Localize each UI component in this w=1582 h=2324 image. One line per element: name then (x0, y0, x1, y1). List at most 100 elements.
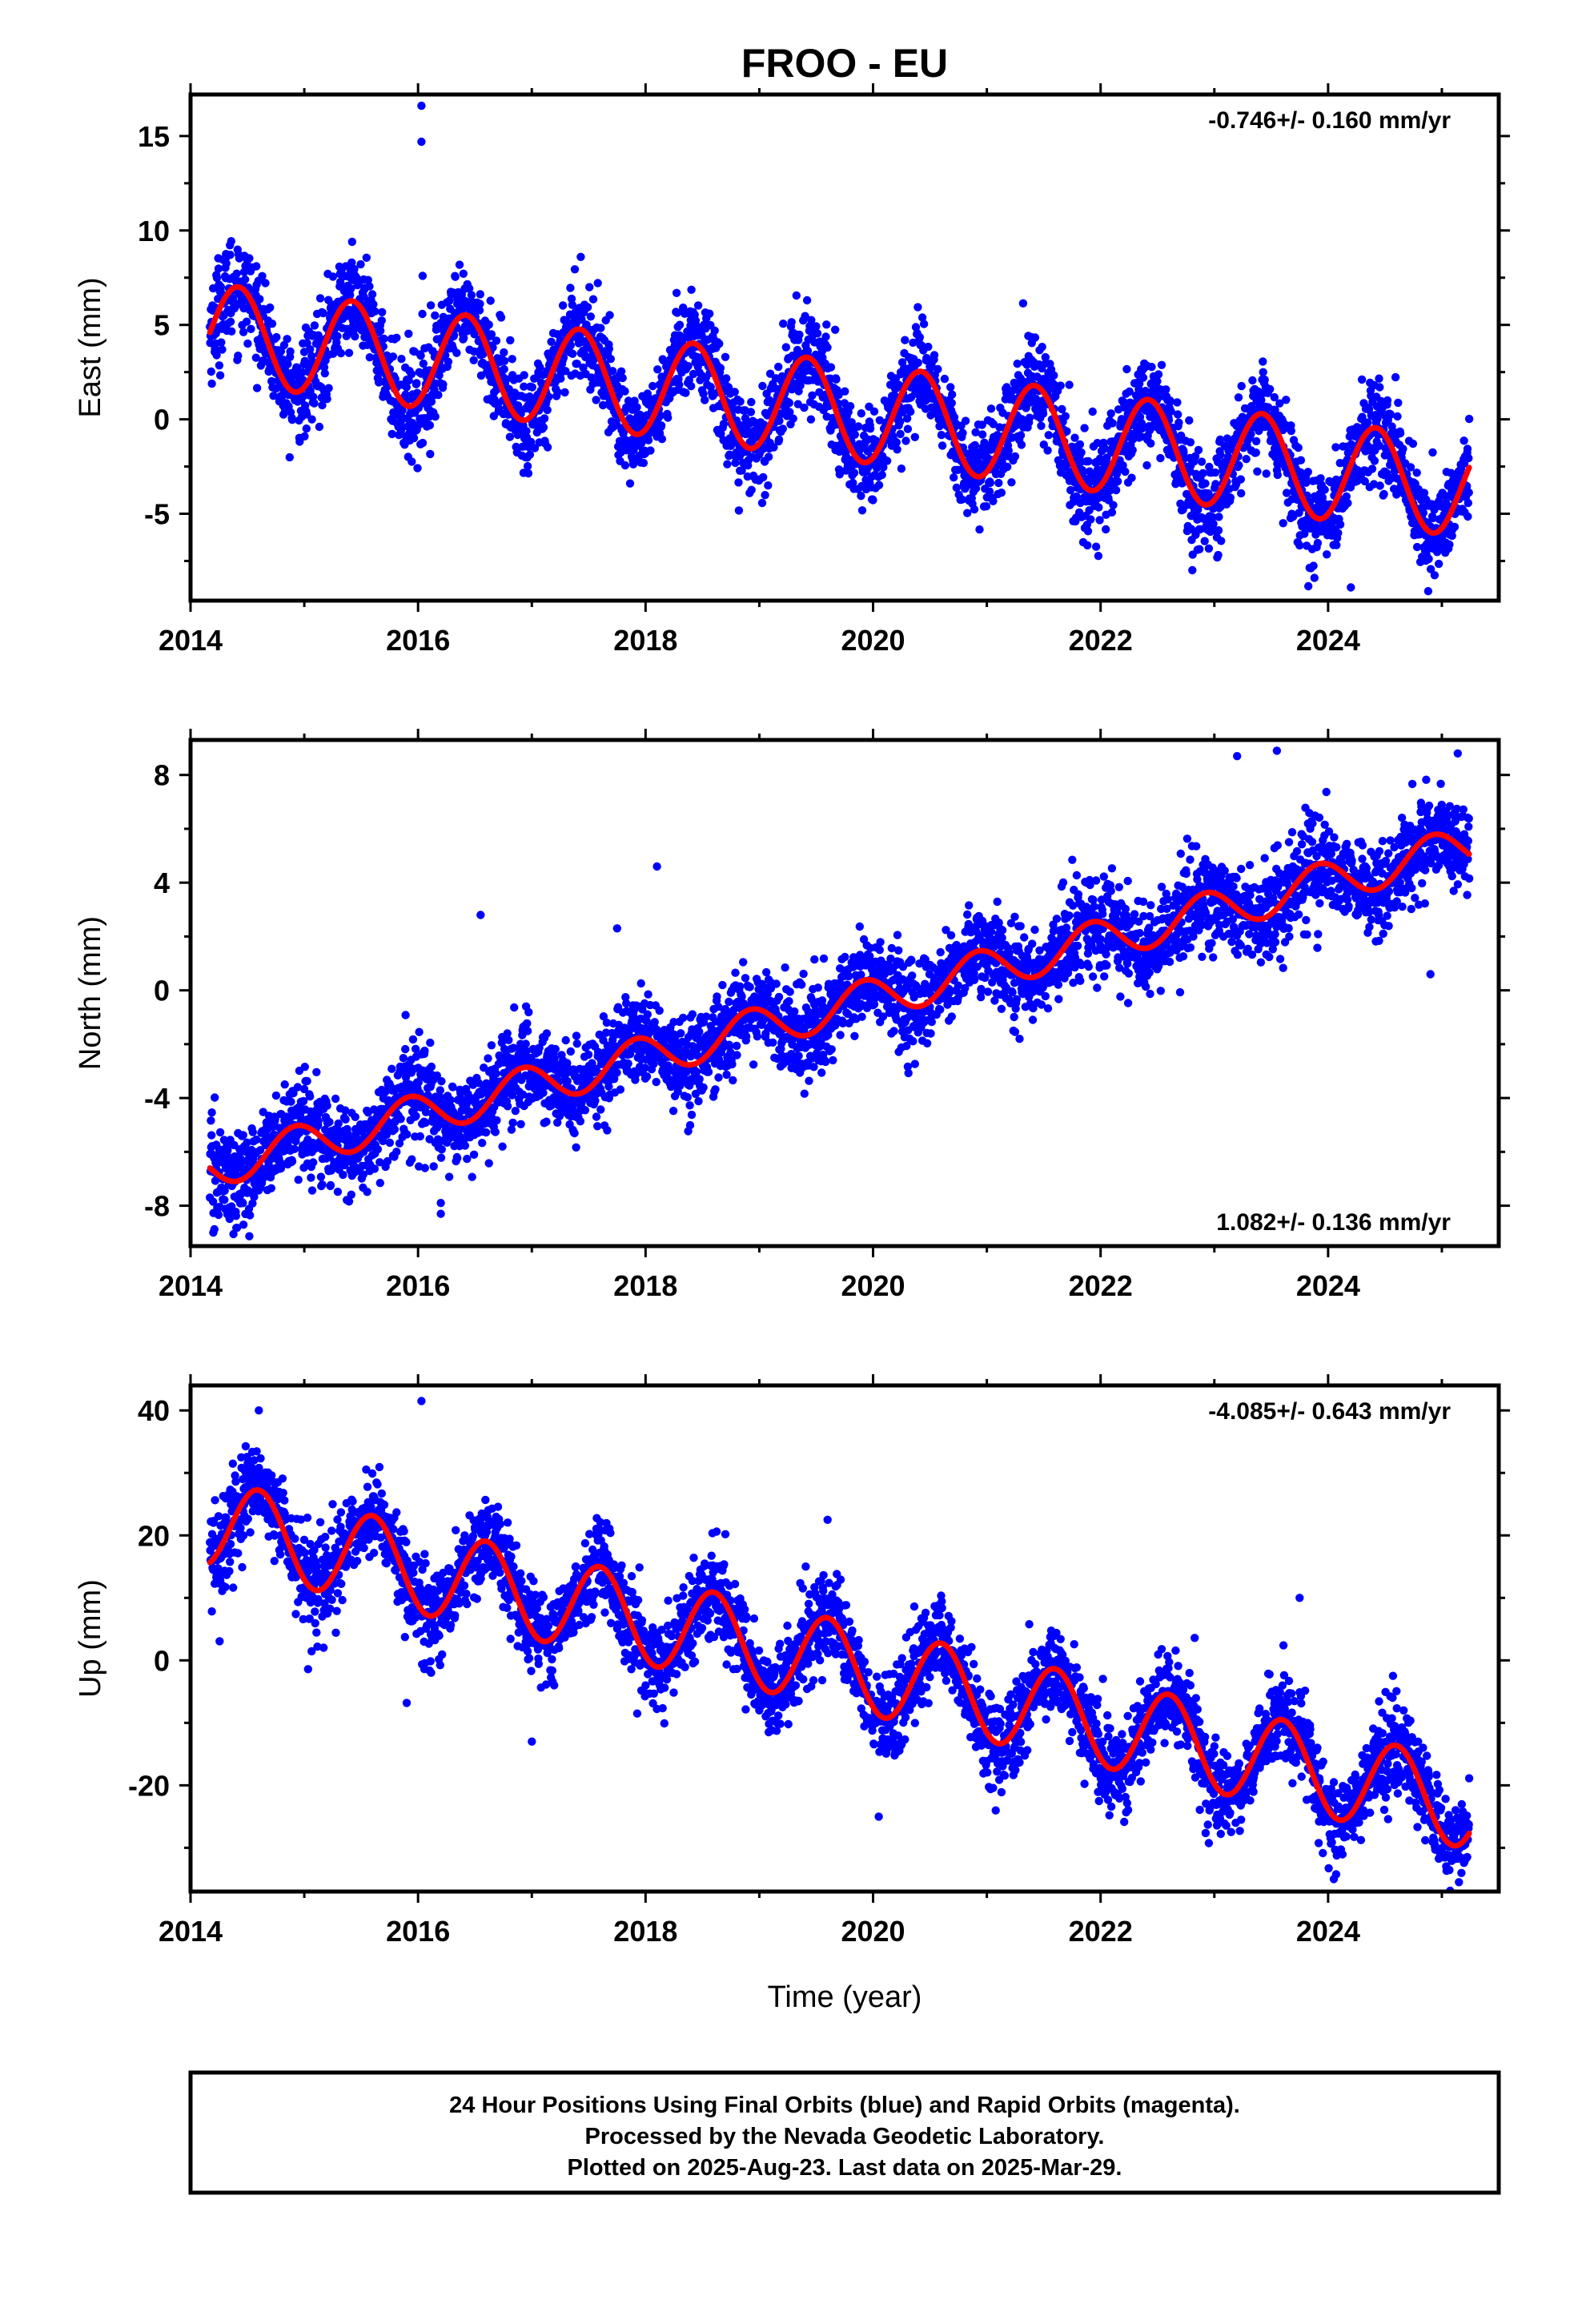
data-point (1197, 457, 1207, 466)
data-point (1394, 398, 1403, 408)
data-point (528, 383, 536, 392)
data-point (300, 1063, 309, 1072)
data-point (351, 332, 359, 341)
data-point (523, 1019, 532, 1028)
data-point (1017, 440, 1026, 449)
data-point (507, 1125, 516, 1134)
data-point (747, 397, 756, 407)
data-point (1434, 559, 1443, 569)
data-point (930, 351, 939, 360)
data-point (212, 273, 222, 283)
data-point (252, 1135, 261, 1144)
data-point (536, 363, 544, 372)
data-point (211, 1093, 219, 1102)
data-point (418, 309, 427, 319)
data-point (214, 264, 223, 273)
data-point (646, 446, 655, 455)
data-point (813, 329, 822, 338)
data-point (1013, 360, 1022, 368)
data-point (1320, 485, 1329, 494)
data-point (426, 301, 436, 310)
data-point (1070, 433, 1079, 442)
data-point (924, 342, 933, 352)
data-point (620, 387, 629, 396)
data-point (306, 1092, 315, 1101)
data-point (961, 416, 970, 425)
data-point (484, 1054, 492, 1063)
data-point (404, 329, 413, 338)
data-point (1259, 357, 1267, 366)
data-point (539, 423, 548, 432)
data-point (318, 1180, 327, 1189)
data-point (1077, 448, 1086, 457)
data-point (286, 347, 295, 356)
data-point (857, 492, 865, 501)
data-point (1195, 545, 1204, 553)
data-point (774, 435, 784, 444)
data-point (1383, 396, 1392, 405)
data-point (1406, 463, 1415, 472)
data-point (302, 424, 311, 433)
data-point (1056, 381, 1065, 390)
data-point (451, 272, 460, 281)
data-point (832, 375, 841, 384)
data-point (240, 275, 250, 284)
data-point (906, 407, 915, 416)
data-point (459, 269, 468, 278)
data-point (1399, 444, 1407, 453)
data-point (1102, 525, 1110, 534)
data-point (982, 502, 991, 511)
data-point (778, 424, 787, 433)
data-point (362, 253, 371, 262)
data-point (736, 397, 745, 406)
data-point (1086, 515, 1095, 524)
x-tick-label: 2018 (613, 624, 677, 657)
y-tick-label: 0 (154, 404, 170, 436)
data-point (563, 317, 572, 326)
data-point (285, 452, 294, 462)
data-point (592, 396, 600, 404)
data-point (681, 388, 690, 397)
data-point (585, 283, 594, 292)
data-point (1266, 384, 1275, 394)
data-point (325, 1117, 334, 1127)
data-point (664, 413, 673, 422)
data-point (1061, 412, 1070, 420)
data-point (367, 290, 377, 299)
data-point (333, 1188, 343, 1196)
data-point (315, 294, 325, 303)
data-point (978, 430, 987, 439)
data-point (1450, 522, 1460, 532)
data-point (800, 403, 809, 412)
data-point (1234, 393, 1243, 402)
data-point (491, 1128, 500, 1136)
outlier-point (347, 237, 356, 247)
data-point (492, 1069, 500, 1078)
data-point (279, 340, 289, 350)
data-point (409, 433, 419, 443)
data-point (785, 398, 794, 408)
data-point (1262, 469, 1271, 478)
data-point (1156, 453, 1165, 463)
data-point (583, 303, 592, 312)
data-point (588, 295, 598, 304)
data-point (492, 1116, 501, 1125)
data-point (379, 334, 388, 344)
data-point (1084, 456, 1093, 466)
data-point (1088, 407, 1097, 416)
data-point (333, 332, 342, 340)
data-point (1357, 375, 1367, 384)
data-point (320, 369, 329, 378)
data-point (1430, 571, 1439, 580)
data-point (975, 525, 984, 534)
data-point (915, 333, 925, 342)
data-point (657, 435, 667, 444)
data-point (1304, 581, 1313, 591)
data-point (1464, 498, 1473, 508)
data-point (469, 356, 478, 364)
data-point (314, 1116, 323, 1126)
data-point (335, 277, 345, 287)
data-point (376, 326, 385, 336)
data-point (764, 452, 773, 461)
